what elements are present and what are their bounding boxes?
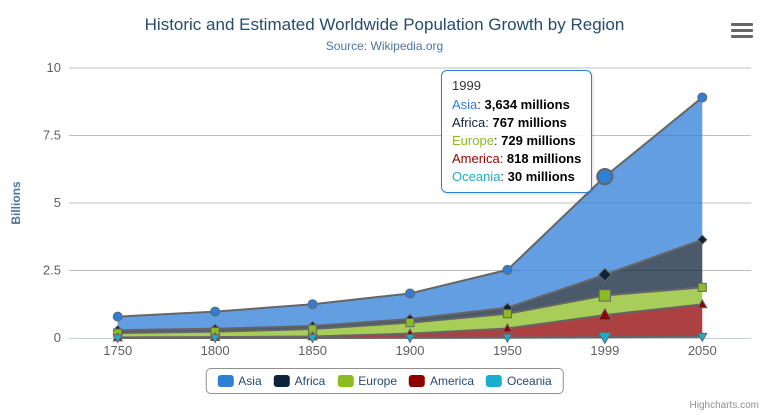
marker-europe-2050[interactable] <box>697 282 707 292</box>
x-axis-tick-label: 1950 <box>493 343 522 358</box>
y-axis-tick-label: 10 <box>47 60 61 75</box>
marker-oceania-1950[interactable] <box>502 333 513 344</box>
legend-swatch-icon <box>409 375 426 387</box>
marker-asia-1850[interactable] <box>307 299 318 310</box>
x-axis-tick-label: 2050 <box>688 343 717 358</box>
legend-swatch-icon <box>217 375 234 387</box>
y-axis-title: Billions <box>9 181 23 225</box>
legend-item-asia[interactable]: Asia <box>217 374 262 388</box>
marker-africa-1999[interactable] <box>597 267 612 282</box>
x-axis-tick-label: 1800 <box>201 343 230 358</box>
marker-europe-1999[interactable] <box>598 289 612 302</box>
legend-label: Europe <box>358 374 398 388</box>
marker-oceania-2050[interactable] <box>696 332 708 343</box>
marker-asia-1999[interactable] <box>596 167 614 186</box>
marker-oceania-1999[interactable] <box>597 331 613 345</box>
legend-label: Asia <box>238 374 262 388</box>
y-axis-tick-label: 2.5 <box>43 263 61 278</box>
legend-swatch-icon <box>337 375 354 387</box>
marker-america-1950[interactable] <box>502 322 513 333</box>
hamburger-icon <box>731 23 753 26</box>
legend-item-europe[interactable]: Europe <box>337 374 397 388</box>
marker-oceania-1750[interactable] <box>112 334 124 344</box>
credits-link[interactable]: Highcharts.com <box>689 400 759 411</box>
y-axis-tick-label: 5 <box>54 195 61 210</box>
legend: Asia Africa Europe America Oceania <box>205 368 564 394</box>
legend-label: America <box>430 374 475 388</box>
legend-swatch-icon <box>486 375 503 387</box>
area-america[interactable] <box>117 304 703 338</box>
hamburger-icon <box>731 35 753 38</box>
legend-label: Africa <box>294 374 326 388</box>
marker-europe-1950[interactable] <box>502 309 512 319</box>
marker-asia-1950[interactable] <box>502 264 513 275</box>
area-asia[interactable] <box>117 97 703 331</box>
marker-africa-2050[interactable] <box>697 234 708 245</box>
marker-oceania-1850[interactable] <box>307 334 318 344</box>
legend-label: Oceania <box>507 374 552 388</box>
marker-asia-1750[interactable] <box>112 311 123 322</box>
x-axis-tick-label: 1999 <box>590 343 619 358</box>
x-axis-tick-label: 1850 <box>298 343 327 358</box>
legend-item-africa[interactable]: Africa <box>273 374 326 388</box>
export-menu-button[interactable] <box>731 23 753 38</box>
legend-swatch-icon <box>273 375 290 387</box>
marker-asia-2050[interactable] <box>697 92 708 103</box>
hamburger-icon <box>731 29 753 32</box>
y-axis-tick-label: 0 <box>54 330 61 345</box>
chart-title: Historic and Estimated Worldwide Populat… <box>144 15 625 34</box>
legend-item-america[interactable]: America <box>409 374 474 388</box>
legend-item-oceania[interactable]: Oceania <box>486 374 552 388</box>
marker-america-1999[interactable] <box>597 307 613 321</box>
marker-europe-1900[interactable] <box>405 318 415 328</box>
marker-asia-1900[interactable] <box>405 288 415 299</box>
marker-oceania-1900[interactable] <box>404 333 416 344</box>
chart-subtitle: Source: Wikipedia.org <box>325 39 444 53</box>
marker-asia-1800[interactable] <box>210 306 221 317</box>
marker-america-2050[interactable] <box>696 298 708 309</box>
x-axis-tick-label: 1900 <box>396 343 425 358</box>
y-axis-tick-label: 7.5 <box>43 128 61 143</box>
marker-oceania-1800[interactable] <box>209 334 221 344</box>
x-axis-tick-label: 1750 <box>103 343 132 358</box>
area-africa[interactable] <box>117 239 703 334</box>
